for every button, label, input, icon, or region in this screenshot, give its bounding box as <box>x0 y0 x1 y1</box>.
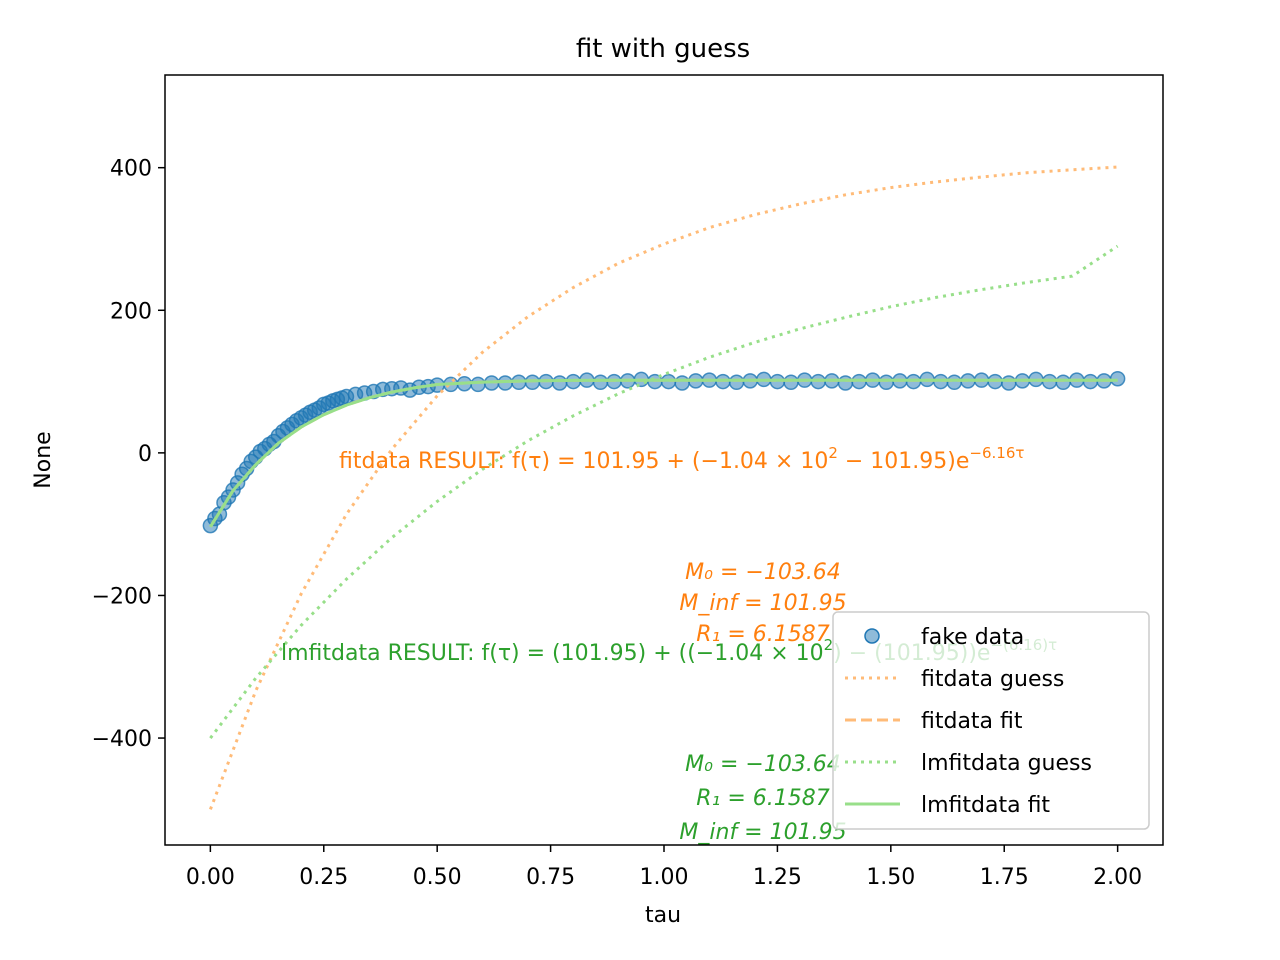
lmfitdata-param: M₀ = −103.64 <box>685 752 841 777</box>
chart-title: fit with guess <box>576 34 750 64</box>
data-point <box>551 375 568 391</box>
data-point <box>783 374 799 391</box>
fitdata-param: M_inf = 101.95 <box>679 591 846 616</box>
data-point <box>592 374 609 391</box>
series-line-fitdata-guess <box>208 165 1118 810</box>
axes: 0.00 0.25 0.50 0.75 1.00 1.25 1.50 1.75 2.00 −400… <box>92 74 1164 890</box>
x-tick-label: 1.50 <box>866 865 915 890</box>
x-tick-label: 0.75 <box>526 865 575 890</box>
x-tick-label: 0.25 <box>299 865 348 890</box>
legend-frame <box>832 611 1150 830</box>
fitdata-param: M₀ = −103.64 <box>685 560 841 585</box>
x-tick-label: 1.00 <box>640 865 689 890</box>
x-tick-label: 0.00 <box>186 865 235 890</box>
data-point <box>878 374 895 391</box>
data-point <box>674 375 690 391</box>
data-point <box>470 376 486 393</box>
data-point <box>1055 374 1071 391</box>
legend-label: fake data <box>921 625 1024 650</box>
y-tick-label: 400 <box>110 157 152 182</box>
lmfitdata-param: M_inf = 101.95 <box>679 820 846 845</box>
legend: fake data fitdata guess fitdata fit lmfitda… <box>832 611 1150 830</box>
x-tick-label: 2.00 <box>1093 865 1142 890</box>
x-tick-label: 0.50 <box>413 865 462 890</box>
x-tick-label: 1.75 <box>980 865 1029 890</box>
series-layer <box>202 165 1126 810</box>
legend-label: fitdata guess <box>921 667 1064 692</box>
y-axis-label: None <box>31 431 56 488</box>
data-point <box>837 375 854 391</box>
y-tick-label: 0 <box>138 442 152 467</box>
legend-label: lmfitdata fit <box>921 793 1050 818</box>
data-point <box>728 374 745 391</box>
fitdata-result-formula: fitdata RESULT: f(τ) = 101.95 + (−1.04 ×… <box>339 444 1024 474</box>
legend-marker <box>864 628 880 644</box>
y-tick-label: −200 <box>92 584 152 609</box>
fitdata-param: R₁ = 6.1587 <box>696 622 830 647</box>
x-axis-label: tau <box>645 903 681 928</box>
y-tick-label: 200 <box>110 299 152 324</box>
data-point <box>1001 375 1017 391</box>
data-point <box>946 374 963 391</box>
series-line-lmfitdata-fit <box>209 378 1118 528</box>
x-tick-label: 1.25 <box>753 865 802 890</box>
legend-label: fitdata fit <box>921 709 1023 734</box>
lmfitdata-param: R₁ = 6.1587 <box>696 786 830 811</box>
legend-label: lmfitdata guess <box>921 751 1092 776</box>
y-tick-label: −400 <box>92 727 152 752</box>
